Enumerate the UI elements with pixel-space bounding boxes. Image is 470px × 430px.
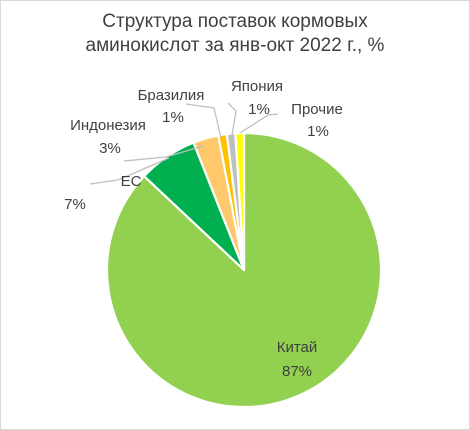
slice-value-прочие: 1%	[307, 123, 329, 140]
slice-label-бразилия: Бразилия	[138, 87, 205, 104]
leader-line-япония	[227, 102, 237, 136]
slice-value-япония: 1%	[248, 101, 270, 118]
leader-line-индонезия	[123, 145, 204, 162]
slice-value-бразилия: 1%	[162, 109, 184, 126]
chart-title-line-2: аминокислот за янв-окт 2022 г., %	[85, 35, 385, 56]
slice-label-индонезия: Индонезия	[70, 117, 146, 134]
slice-value-индонезия: 3%	[99, 140, 121, 157]
pie-slice-прочие	[234, 131, 246, 272]
leader-line-прочие	[239, 113, 279, 134]
leader-line-бразилия	[185, 103, 222, 139]
leader-line-ес	[89, 157, 170, 185]
slice-label-китай: Китай	[277, 339, 318, 356]
slice-label-ес: ЕС	[121, 173, 142, 190]
slice-value-ес: 7%	[64, 196, 86, 213]
slice-label-прочие: Прочие	[291, 101, 343, 118]
chart-title: Структура поставок кормовых аминокислот …	[0, 10, 470, 58]
chart-title-line-1: Структура поставок кормовых	[102, 11, 368, 32]
slice-value-китай: 87%	[282, 363, 312, 380]
slice-label-япония: Япония	[231, 78, 283, 95]
